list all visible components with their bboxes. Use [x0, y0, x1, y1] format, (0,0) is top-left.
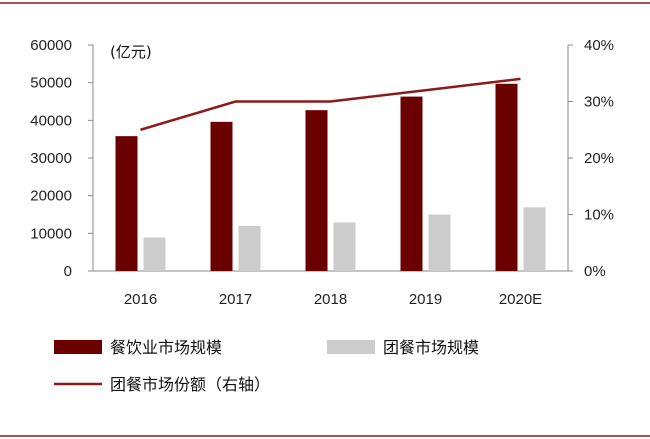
left-tick-label: 20000 — [30, 188, 72, 205]
left-axis: 0 10000 20000 30000 40000 50000 60000 — [30, 37, 94, 280]
left-tick-label: 0 — [64, 263, 72, 280]
bar-restaurant — [210, 121, 233, 271]
x-tick-label: 2020E — [499, 291, 542, 308]
bar-restaurant — [115, 136, 138, 271]
right-tick-label: 0% — [584, 263, 606, 280]
right-tick-label: 20% — [584, 150, 614, 167]
bars — [115, 83, 546, 272]
bar-group-meal — [143, 237, 166, 271]
bar-group-meal — [333, 222, 356, 271]
x-tick-label: 2018 — [314, 291, 347, 308]
legend-swatch-group-meal — [327, 340, 375, 354]
x-tick-label: 2016 — [124, 291, 157, 308]
left-tick-label: 10000 — [30, 225, 72, 242]
right-tick-label: 40% — [584, 37, 614, 54]
bar-restaurant — [495, 83, 518, 272]
left-tick-label: 30000 — [30, 150, 72, 167]
bar-restaurant — [400, 96, 423, 271]
share-line — [140, 77, 521, 131]
left-tick-label: 60000 — [30, 37, 72, 54]
legend-label-share: 团餐市场份额（右轴） — [110, 375, 270, 394]
right-axis: 0% 10% 20% 30% 40% — [567, 37, 614, 280]
bar-group-meal — [238, 225, 261, 271]
legend-swatch-restaurant — [54, 340, 102, 354]
legend-label-group-meal: 团餐市场规模 — [383, 338, 479, 357]
x-axis: 2016 2017 2018 2019 2020E — [93, 270, 568, 308]
unit-label: (亿元) — [110, 43, 152, 61]
right-tick-label: 30% — [584, 94, 614, 111]
x-tick-label: 2017 — [219, 291, 252, 308]
left-tick-label: 40000 — [30, 112, 72, 129]
bar-group-meal — [523, 207, 546, 271]
legend: 餐饮业市场规模 团餐市场规模 团餐市场份额（右轴） — [54, 338, 479, 394]
legend-label-restaurant: 餐饮业市场规模 — [110, 338, 222, 357]
bar-group-meal — [428, 214, 451, 271]
share-line-path — [140, 77, 521, 131]
left-tick-label: 50000 — [30, 75, 72, 92]
bar-restaurant — [305, 110, 328, 271]
x-tick-label: 2019 — [409, 291, 442, 308]
right-tick-label: 10% — [584, 207, 614, 224]
